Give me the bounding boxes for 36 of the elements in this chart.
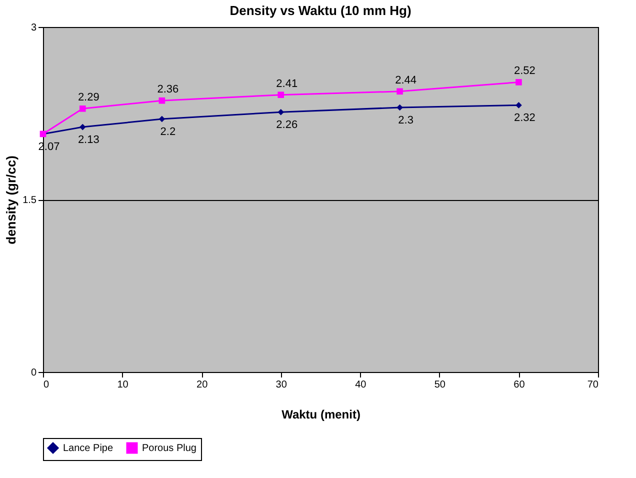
- x-tick-label: 20: [196, 380, 208, 390]
- point: [396, 88, 403, 95]
- point: [79, 105, 86, 112]
- y-tick-label: 1.5: [22, 195, 37, 206]
- data-label: 2.13: [78, 134, 100, 146]
- x-tick-label: 60: [514, 380, 526, 390]
- data-label: 2.41: [276, 78, 298, 90]
- legend-label: Porous Plug: [142, 443, 196, 454]
- data-label: 2.36: [157, 84, 179, 96]
- point: [79, 124, 86, 130]
- data-label: 2.44: [395, 74, 416, 86]
- x-tick-label: 10: [117, 380, 129, 390]
- data-label: 2.3: [398, 114, 414, 126]
- x-tick-label: 70: [587, 380, 599, 390]
- point: [396, 104, 403, 111]
- y-tick-label: 0: [30, 368, 37, 378]
- point: [278, 92, 284, 98]
- data-label: 2.32: [514, 112, 536, 124]
- x-tick-label: 50: [434, 380, 446, 390]
- data-label: 2.26: [276, 119, 298, 132]
- chart-title: Density vs Waktu (10 mm Hg): [230, 3, 412, 18]
- data-label: 2.29: [78, 92, 100, 104]
- point: [158, 97, 166, 104]
- x-axis-title: Waktu (menit): [282, 408, 360, 422]
- point: [278, 108, 284, 116]
- data-label: 2.52: [514, 65, 536, 78]
- x-tick-label: 30: [276, 380, 288, 390]
- x-tick-label: 40: [355, 380, 367, 390]
- y-axis-title: density (gr/cc): [4, 156, 19, 244]
- data-label: 2.2: [160, 126, 176, 138]
- x-tick-label: 0: [44, 380, 50, 390]
- legend-label: Lance Pipe: [63, 443, 114, 454]
- point: [516, 79, 522, 86]
- y-tick-label: 3: [30, 22, 37, 34]
- point: [158, 116, 166, 122]
- point: [516, 102, 522, 108]
